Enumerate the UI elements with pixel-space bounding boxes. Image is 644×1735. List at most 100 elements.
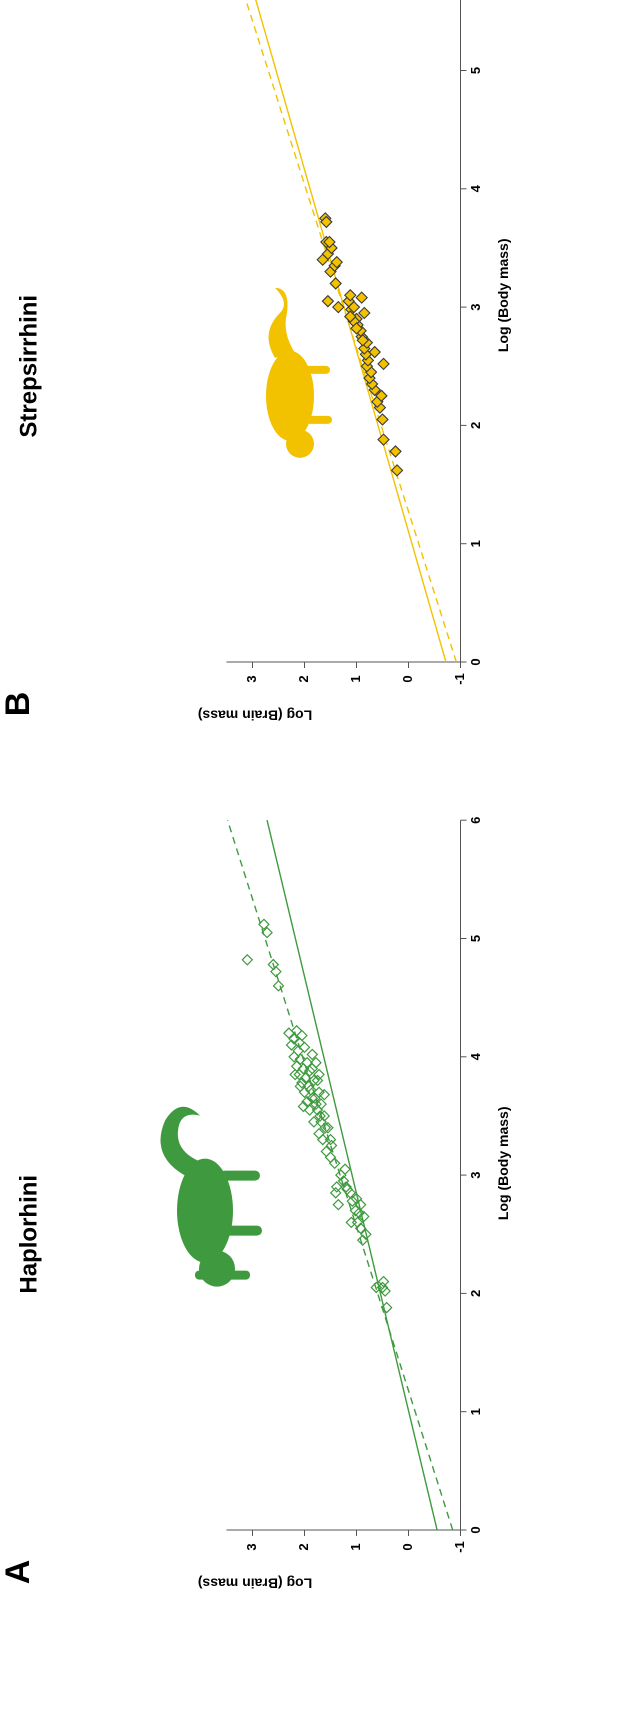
data-points — [241, 918, 393, 1314]
data-point — [355, 291, 368, 304]
data-point — [320, 215, 333, 229]
data-point — [356, 333, 370, 347]
data-point — [294, 1080, 307, 1093]
y-axis: -1 0 1 2 3 Log (Brain mass) — [198, 1529, 467, 1591]
data-point — [324, 1151, 337, 1164]
panel-title: Strepsirrhini — [15, 295, 42, 438]
data-point — [377, 357, 390, 371]
data-point — [272, 979, 285, 992]
y-tick-label: 3 — [244, 675, 259, 682]
data-point — [368, 345, 381, 359]
y-tick-label: 2 — [296, 1543, 311, 1550]
fit-line-solid — [266, 820, 438, 1531]
y-axis-label: Log (Brain mass) — [198, 707, 312, 723]
data-point — [380, 1301, 393, 1314]
data-point — [311, 1104, 324, 1116]
data-point — [377, 1275, 390, 1288]
data-point — [313, 1068, 325, 1081]
x-tick-label: 2 — [468, 422, 483, 429]
data-point — [261, 926, 273, 939]
data-point — [290, 1024, 303, 1037]
x-tick-label: 4 — [468, 1052, 483, 1060]
data-point — [308, 1074, 320, 1087]
data-point — [358, 306, 371, 320]
x-tick-label: 5 — [468, 67, 483, 74]
x-tick-label: 4 — [468, 184, 483, 192]
data-point — [343, 310, 357, 323]
y-tick-label: 1 — [348, 1543, 363, 1550]
y-tick-label: -1 — [452, 673, 467, 685]
data-point — [322, 1121, 334, 1134]
monkey-silhouette-icon — [160, 1106, 262, 1287]
fit-line-dashed — [245, 0, 458, 663]
x-tick-label: 0 — [468, 658, 483, 665]
x-tick-label: 0 — [468, 1526, 483, 1533]
y-tick-label: 3 — [244, 1543, 259, 1550]
data-point — [270, 965, 282, 978]
data-point — [296, 1076, 308, 1089]
panel-title: Haplorhini — [15, 1175, 42, 1294]
data-point — [325, 1139, 338, 1152]
lemur-silhouette-icon — [266, 287, 332, 458]
data-point — [376, 413, 389, 426]
y-tick-label: 0 — [400, 1543, 415, 1550]
data-point — [350, 1192, 363, 1205]
x-tick-label: 2 — [468, 1290, 483, 1297]
data-point — [321, 294, 335, 308]
data-point — [346, 1195, 359, 1207]
data-point — [370, 1281, 383, 1294]
data-point — [306, 1092, 319, 1105]
y-axis-label: Log (Brain mass) — [198, 1575, 312, 1591]
data-point — [332, 1198, 345, 1211]
data-points — [316, 212, 404, 477]
data-point — [288, 1033, 300, 1045]
data-point — [379, 1285, 391, 1297]
data-point — [353, 1207, 365, 1219]
data-point — [329, 277, 342, 290]
data-point — [339, 1163, 351, 1176]
data-point — [294, 1053, 307, 1066]
data-point — [360, 1228, 372, 1241]
data-point — [315, 1116, 327, 1128]
data-point — [389, 445, 402, 458]
data-point — [324, 1133, 337, 1146]
data-point — [293, 1036, 306, 1049]
data-point — [241, 953, 254, 966]
data-point — [267, 958, 280, 971]
data-point — [320, 1145, 333, 1158]
data-point — [306, 1048, 319, 1061]
data-point — [310, 1056, 322, 1069]
panel-a: 0 1 2 3 4 5 6 Log (Body mass) -1 0 1 2 3 Log (Brain m… — [0, 817, 511, 1592]
panel-label: B — [0, 692, 37, 717]
panel-label: A — [0, 1560, 37, 1585]
data-point — [330, 255, 344, 269]
data-point — [313, 1127, 325, 1140]
x-axis-label: Log (Body mass) — [495, 238, 511, 352]
x-tick-label: 5 — [468, 935, 483, 942]
data-point — [345, 1216, 358, 1229]
data-point — [375, 389, 388, 403]
data-point — [377, 433, 390, 446]
data-point — [318, 1110, 331, 1122]
data-point — [343, 288, 357, 302]
data-point — [349, 1204, 362, 1217]
data-point — [298, 1041, 311, 1054]
y-tick-label: 1 — [348, 675, 363, 682]
x-tick-label: 1 — [468, 1408, 483, 1415]
data-point — [289, 1068, 301, 1081]
data-point — [330, 1181, 343, 1193]
data-point — [323, 235, 336, 249]
data-point — [297, 1100, 310, 1113]
fit-line-dashed — [226, 819, 454, 1531]
y-axis: -1 0 1 2 3 Log (Brain mass) — [198, 661, 467, 723]
data-point — [357, 1210, 370, 1223]
data-point — [332, 300, 345, 314]
x-tick-label: 1 — [468, 540, 483, 547]
data-point — [390, 464, 404, 477]
x-tick-label: 3 — [468, 303, 483, 310]
data-point — [309, 1092, 321, 1105]
